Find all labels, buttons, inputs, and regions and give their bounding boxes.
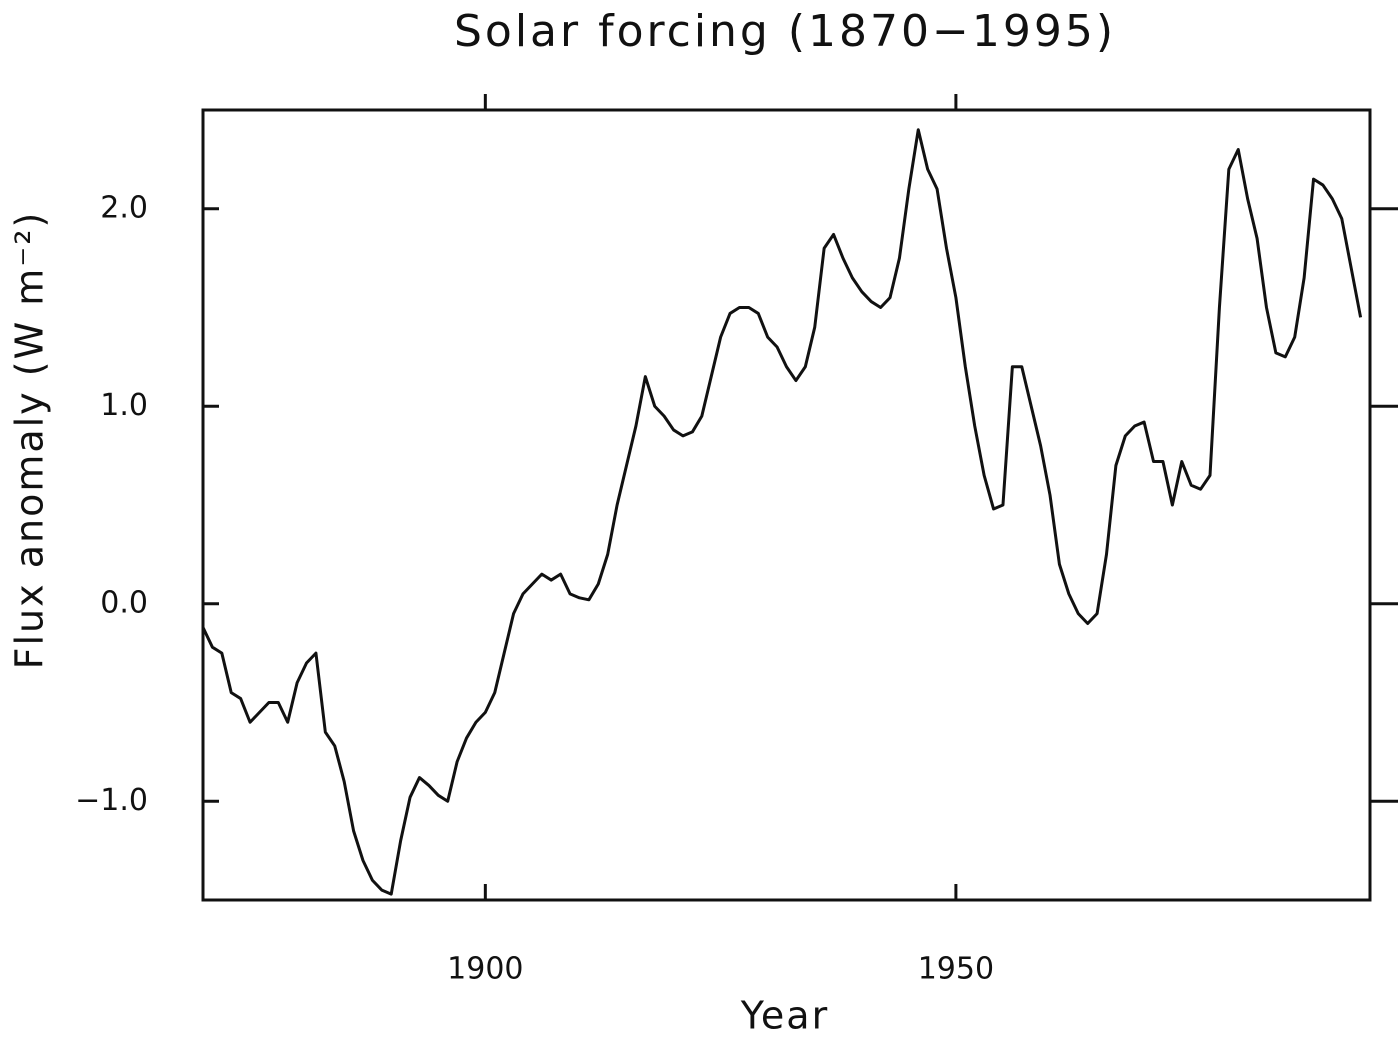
y-tick-label: 1.0 xyxy=(100,388,148,423)
y-tick-label: 0.0 xyxy=(100,585,148,620)
y-tick-label: 2.0 xyxy=(100,190,148,225)
y-axis-label: Flux anomaly (W m⁻²) xyxy=(8,211,52,670)
x-tick-label: 1950 xyxy=(918,952,994,987)
x-tick-label: 1900 xyxy=(447,952,523,987)
plot-frame xyxy=(201,108,1372,902)
x-axis-label: Year xyxy=(740,994,829,1038)
data-line xyxy=(201,128,1363,896)
y-tick-label: −1.0 xyxy=(75,783,148,818)
chart-title: Solar forcing (1870−1995) xyxy=(454,6,1116,57)
